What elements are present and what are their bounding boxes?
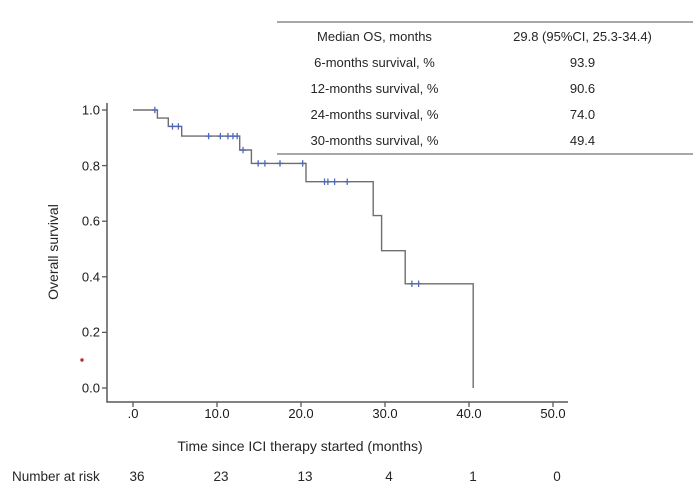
x-tick-label: 20.0 — [288, 406, 314, 421]
x-tick-label: 40.0 — [456, 406, 482, 421]
y-axis-title: Overall survival — [45, 204, 61, 300]
x-tick-label: 50.0 — [540, 406, 566, 421]
number-at-risk-count: 13 — [297, 469, 313, 484]
number-at-risk-count: 0 — [553, 469, 561, 484]
summary-table-value: 93.9 — [569, 54, 596, 70]
summary-table-value: 49.4 — [569, 132, 596, 148]
summary-table-row: 12-months survival, % 90.6 — [277, 75, 693, 101]
number-at-risk-count: 23 — [213, 469, 229, 484]
summary-table-row: 24-months survival, % 74.0 — [277, 101, 693, 127]
y-tick-label: 0.6 — [81, 213, 100, 229]
summary-table-value: 90.6 — [569, 80, 596, 96]
x-tick-label: 30.0 — [372, 406, 398, 421]
number-at-risk-count: 36 — [129, 469, 145, 484]
red-dot-marker — [80, 358, 84, 362]
summary-table-value: 74.0 — [569, 106, 596, 122]
number-at-risk-label: Number at risk — [12, 469, 100, 484]
km-survival-curve — [133, 109, 474, 388]
x-tick-label: 10.0 — [204, 406, 230, 421]
y-tick-label: 0.4 — [81, 269, 100, 285]
number-at-risk-count: 1 — [469, 469, 477, 484]
survival-summary-table: Median OS, months 29.8 (95%CI, 25.3-34.4)… — [277, 21, 693, 155]
x-axis-title: Time since ICI therapy started (months) — [177, 438, 423, 454]
y-tick-label: 0.8 — [81, 158, 100, 174]
summary-table-metric: 6-months survival, % — [314, 54, 435, 70]
summary-table-row: Median OS, months 29.8 (95%CI, 25.3-34.4) — [277, 23, 693, 49]
summary-table-metric: 12-months survival, % — [310, 80, 439, 96]
x-tick-label: .0 — [127, 406, 139, 421]
y-tick-label: 0.0 — [81, 380, 100, 396]
y-tick-label: 0.2 — [81, 324, 100, 340]
summary-table-value: 29.8 (95%CI, 25.3-34.4) — [513, 28, 652, 44]
number-at-risk-count: 4 — [385, 469, 393, 484]
summary-table-metric: 30-months survival, % — [310, 132, 439, 148]
summary-table-row: 6-months survival, % 93.9 — [277, 49, 693, 75]
summary-table-metric: Median OS, months — [317, 28, 432, 44]
summary-table-row: 30-months survival, % 49.4 — [277, 127, 693, 153]
y-tick-label: 1.0 — [81, 102, 100, 118]
summary-table-metric: 24-months survival, % — [310, 106, 439, 122]
